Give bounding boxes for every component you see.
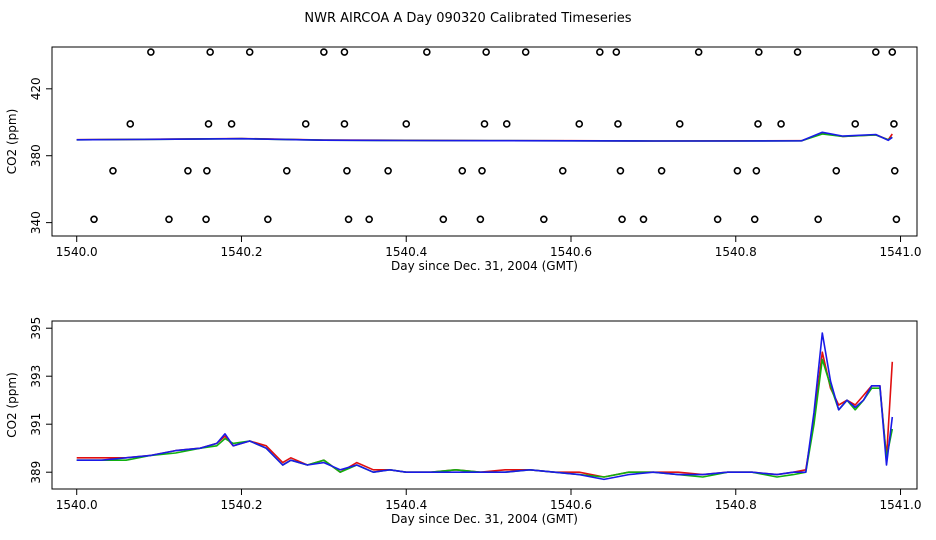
x-tick-label: 1540.8 — [715, 245, 757, 259]
data-point — [540, 215, 548, 224]
data-point — [109, 166, 117, 175]
data-point — [575, 120, 584, 128]
x-tick-label: 1541.0 — [880, 245, 922, 259]
y-tick-label: 389 — [29, 461, 43, 484]
data-point — [851, 120, 860, 128]
x-tick-label: 1541.0 — [880, 498, 922, 512]
data-point — [384, 166, 392, 175]
x-tick-label: 1540.6 — [550, 498, 592, 512]
data-point — [480, 120, 489, 128]
data-point — [793, 48, 802, 56]
data-point — [890, 166, 899, 175]
data-point — [320, 48, 328, 56]
x-tick-label: 1540.4 — [385, 245, 427, 259]
data-point — [478, 166, 486, 175]
data-point — [502, 120, 511, 128]
x-axis-label: Day since Dec. 31, 2004 (GMT) — [391, 512, 578, 526]
data-point — [639, 215, 648, 224]
x-tick-label: 1540.0 — [56, 498, 98, 512]
data-point — [733, 166, 742, 175]
data-point — [755, 48, 763, 56]
plot-frame — [51, 320, 918, 490]
data-point — [890, 120, 898, 128]
data-point — [832, 166, 841, 175]
data-point — [616, 166, 625, 175]
data-point — [754, 120, 762, 128]
y-tick-label: 391 — [29, 413, 43, 436]
data-point — [282, 166, 291, 175]
data-point — [340, 120, 349, 128]
series-line-green — [76, 358, 894, 478]
y-axis-label: CO2 (ppm) — [5, 372, 19, 438]
data-point — [264, 215, 272, 224]
data-point — [888, 48, 897, 56]
data-point — [202, 215, 210, 224]
data-point — [204, 120, 213, 128]
data-point — [227, 120, 236, 128]
y-tick-label: 420 — [29, 77, 43, 100]
series-line-red — [76, 132, 893, 142]
data-point — [750, 215, 759, 224]
data-point — [402, 120, 411, 128]
data-point — [618, 215, 626, 224]
data-point — [340, 48, 349, 56]
data-point — [126, 120, 135, 128]
y-tick-label: 380 — [29, 144, 43, 167]
data-point — [892, 215, 901, 224]
series-line-blue — [76, 332, 894, 481]
x-tick-label: 1540.0 — [56, 245, 98, 259]
x-tick-label: 1540.2 — [220, 245, 262, 259]
data-point — [165, 215, 173, 224]
data-point — [814, 215, 822, 224]
plot-frame — [51, 46, 918, 237]
data-point — [344, 215, 353, 224]
data-point — [245, 48, 254, 56]
data-point — [872, 48, 880, 56]
data-point — [423, 48, 431, 56]
data-point — [614, 120, 622, 128]
data-point — [752, 166, 761, 175]
data-point — [596, 48, 604, 56]
series-line-blue — [76, 131, 893, 142]
data-point — [184, 166, 192, 175]
x-tick-label: 1540.2 — [220, 498, 262, 512]
data-point — [458, 166, 467, 175]
data-point — [365, 215, 373, 224]
data-point — [343, 166, 351, 175]
data-point — [558, 166, 567, 175]
data-point — [439, 215, 448, 224]
data-point — [675, 120, 684, 128]
x-tick-label: 1540.4 — [385, 498, 427, 512]
data-point — [90, 215, 98, 224]
data-point — [147, 48, 155, 56]
chart-title: NWR AIRCOA A Day 090320 Calibrated Times… — [304, 11, 631, 26]
y-tick-label: 395 — [29, 317, 43, 340]
y-tick-label: 393 — [29, 365, 43, 388]
data-point — [694, 48, 703, 56]
data-point — [476, 215, 485, 224]
data-point — [482, 48, 490, 56]
y-tick-label: 340 — [29, 211, 43, 234]
x-tick-label: 1540.6 — [550, 245, 592, 259]
data-point — [301, 120, 310, 128]
scatter-panel: 1540.0 1540.2 1540.4 1540.6 1540.8 1541.0 340 3… — [5, 46, 922, 273]
data-point — [657, 166, 666, 175]
line-panel: 1540.0 1540.2 1540.4 1540.6 1540.8 1541.0 389 3… — [5, 317, 922, 526]
series-line-red — [76, 351, 894, 478]
data-point — [203, 166, 211, 175]
data-point — [612, 48, 621, 56]
data-point — [713, 215, 722, 224]
x-axis-label: Day since Dec. 31, 2004 (GMT) — [391, 259, 578, 273]
data-point — [521, 48, 530, 56]
x-tick-label: 1540.8 — [715, 498, 757, 512]
data-point — [206, 48, 214, 56]
data-point — [777, 120, 785, 128]
y-axis-label: CO2 (ppm) — [5, 109, 19, 175]
